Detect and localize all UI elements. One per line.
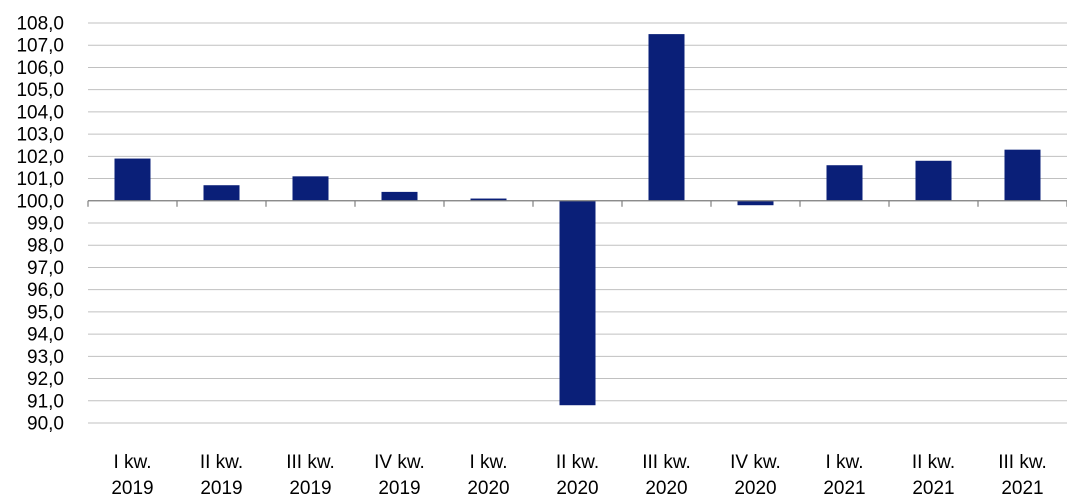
x-tick-label: IV kw.	[374, 452, 425, 473]
bar	[559, 200, 596, 406]
x-tick-label: 2019	[200, 478, 242, 497]
bars	[114, 34, 1041, 406]
bar	[470, 198, 507, 201]
x-tick-label: I kw.	[825, 452, 863, 473]
y-tick-label: 98,0	[27, 236, 64, 257]
bar	[648, 34, 685, 201]
x-tick-label: 2020	[734, 478, 776, 497]
x-tick-label: 2020	[645, 478, 687, 497]
x-tick-label: 2021	[823, 478, 865, 497]
x-tick-label: 2020	[467, 478, 509, 497]
y-tick-label: 99,0	[27, 214, 64, 235]
y-tick-label: 108,0	[16, 14, 64, 35]
bar	[381, 191, 418, 201]
y-tick-label: 107,0	[16, 36, 64, 57]
category-axis	[87, 200, 1067, 207]
bar	[915, 160, 952, 201]
x-tick-label: I kw.	[469, 452, 507, 473]
x-axis-labels: I kw. 2019 II kw. 2019 III kw. 2019 IV kw. 2019…	[111, 452, 1046, 497]
x-tick-label: 2021	[1001, 478, 1043, 497]
x-tick-label: II kw.	[200, 452, 243, 473]
bar	[114, 158, 151, 201]
x-tick-label: 2019	[289, 478, 331, 497]
x-tick-label: 2021	[912, 478, 954, 497]
y-tick-label: 96,0	[27, 280, 64, 301]
y-tick-label: 102,0	[16, 147, 64, 168]
x-tick-label: II kw.	[912, 452, 955, 473]
y-tick-label: 103,0	[16, 125, 64, 146]
x-tick-label: II kw.	[556, 452, 599, 473]
x-tick-label: III kw.	[642, 452, 691, 473]
bar	[203, 185, 240, 201]
x-tick-label: I kw.	[113, 452, 151, 473]
y-tick-label: 105,0	[16, 80, 64, 101]
bar	[1004, 149, 1041, 201]
x-tick-label: 2019	[378, 478, 420, 497]
y-axis-ticks: 90,091,092,093,094,095,096,097,098,099,0…	[16, 14, 64, 435]
x-tick-label: 2020	[556, 478, 598, 497]
y-tick-label: 92,0	[27, 369, 64, 390]
y-tick-label: 90,0	[27, 414, 64, 435]
y-tick-label: 100,0	[16, 191, 64, 212]
bar	[826, 165, 863, 201]
y-tick-label: 101,0	[16, 169, 64, 190]
bar	[737, 200, 774, 206]
y-tick-label: 93,0	[27, 347, 64, 368]
x-tick-label: 2019	[111, 478, 153, 497]
x-tick-label: IV kw.	[730, 452, 781, 473]
y-tick-label: 106,0	[16, 58, 64, 79]
y-tick-label: 95,0	[27, 302, 64, 323]
y-tick-label: 94,0	[27, 325, 64, 346]
x-tick-label: III kw.	[998, 452, 1047, 473]
x-tick-label: III kw.	[286, 452, 335, 473]
y-tick-label: 91,0	[27, 391, 64, 412]
y-tick-label: 97,0	[27, 258, 64, 279]
bar	[292, 176, 329, 201]
y-tick-label: 104,0	[16, 102, 64, 123]
